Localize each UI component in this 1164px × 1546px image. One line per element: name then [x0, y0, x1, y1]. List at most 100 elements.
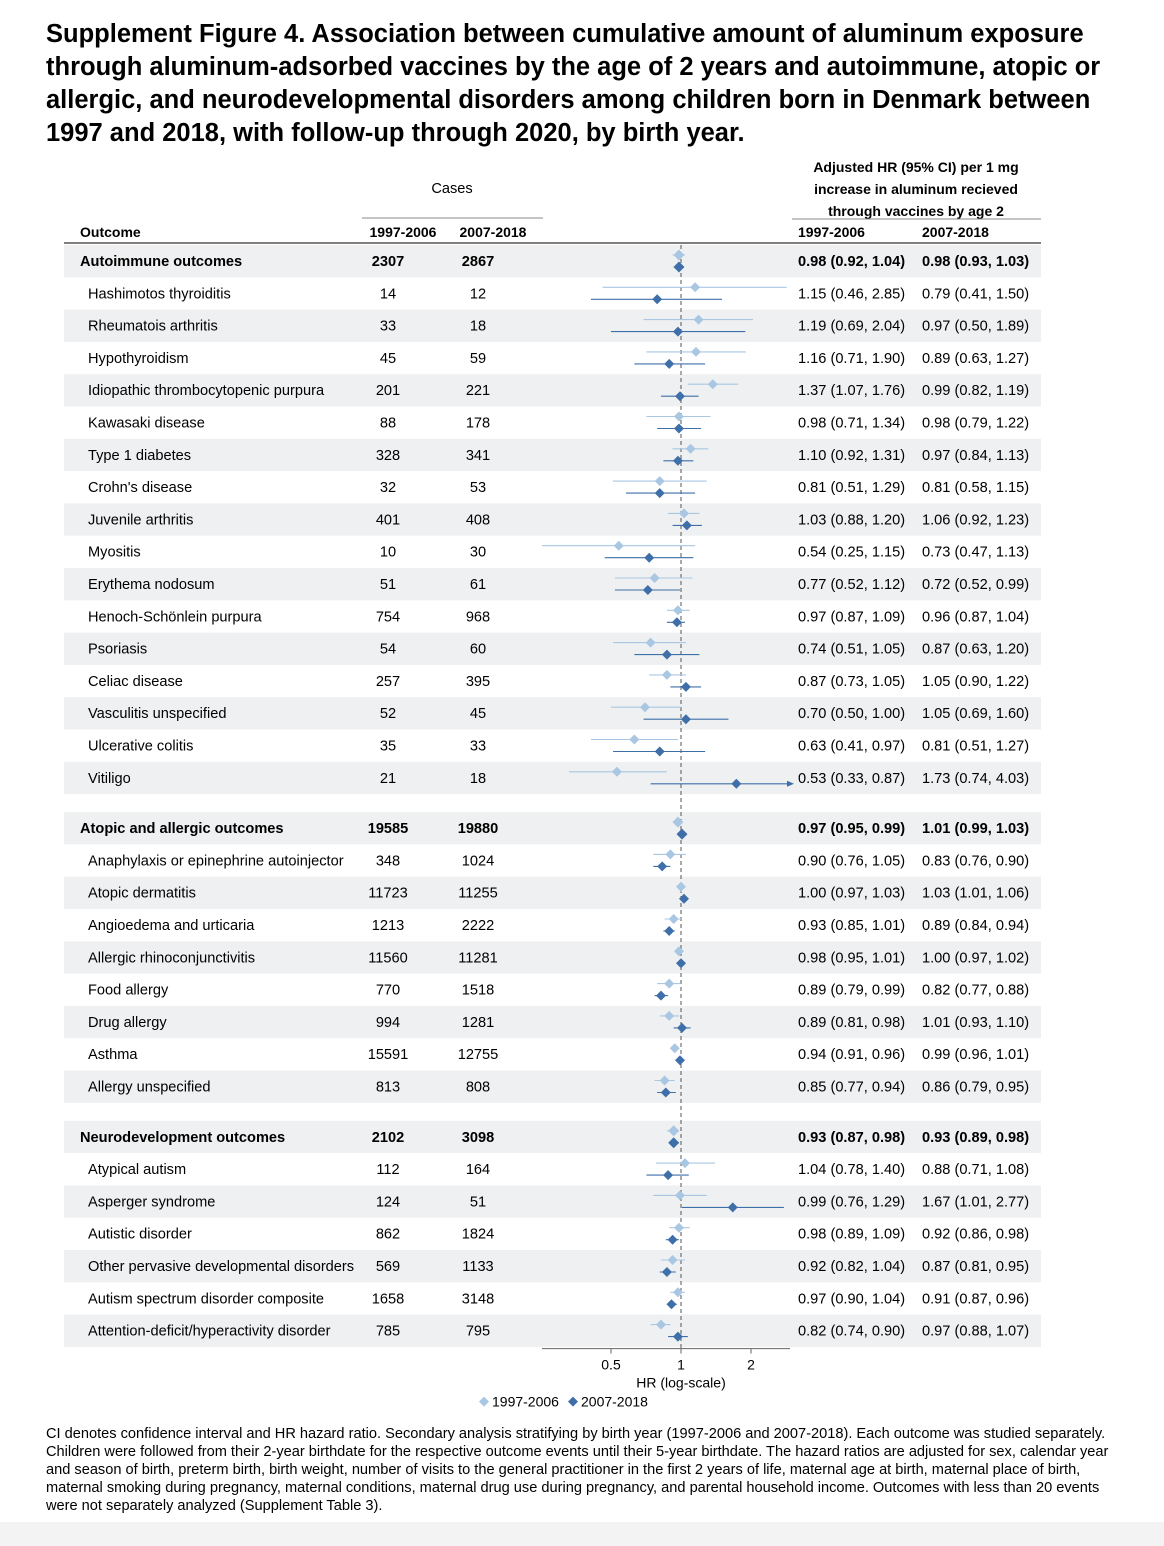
row-band: [64, 941, 1041, 974]
outcome-label: Type 1 diabetes: [88, 448, 191, 464]
hr-period-b-header: 2007-2018: [922, 224, 989, 240]
hr-point-2007-2018: [661, 1267, 672, 1277]
cases-2007-2018: 1133: [462, 1259, 493, 1275]
cases-2007-2018: 19880: [458, 821, 499, 837]
cases-period-b-header: 2007-2018: [460, 224, 527, 240]
hr-point-2007-2018: [668, 1137, 680, 1149]
hr-ci-2007-2018: 0.96 (0.87, 1.04): [922, 609, 1029, 625]
outcome-header: Outcome: [80, 224, 141, 240]
hr-ci-1997-2006: 0.93 (0.85, 1.01): [798, 918, 905, 934]
hr-ci-1997-2006: 1.10 (0.92, 1.31): [798, 448, 905, 464]
outcome-label: Idiopathic thrombocytopenic purpura: [88, 383, 325, 399]
cases-2007-2018: 51: [470, 1194, 486, 1210]
outcome-label: Asthma: [88, 1047, 138, 1063]
hr-point-1997-2006: [679, 1158, 690, 1169]
cases-2007-2018: 408: [466, 512, 490, 528]
hr-period-a-header: 1997-2006: [798, 224, 865, 240]
hr-point-1997-2006: [690, 346, 701, 357]
hr-ci-2007-2018: 0.91 (0.87, 0.96): [922, 1291, 1029, 1307]
hr-ci-2007-2018: 0.79 (0.41, 1.50): [922, 286, 1029, 302]
outcome-label: Psoriasis: [88, 642, 147, 658]
row-band: [64, 1185, 1041, 1218]
hr-point-2007-2018: [655, 990, 666, 1001]
hr-ci-1997-2006: 0.97 (0.87, 1.09): [798, 609, 905, 625]
cases-1997-2006: 19585: [368, 821, 409, 837]
hr-point-1997-2006: [655, 1319, 666, 1330]
hr-point-2007-2018: [644, 552, 655, 563]
hr-ci-2007-2018: 1.73 (0.74, 4.03): [922, 771, 1029, 787]
cases-2007-2018: 12755: [458, 1047, 499, 1063]
hr-ci-1997-2006: 0.98 (0.89, 1.09): [798, 1227, 905, 1243]
hr-ci-2007-2018: 0.99 (0.96, 1.01): [922, 1047, 1029, 1063]
hr-ci-1997-2006: 0.81 (0.51, 1.29): [798, 480, 905, 496]
hr-point-1997-2006: [672, 816, 684, 828]
hr-point-1997-2006: [659, 1075, 670, 1086]
cases-1997-2006: 348: [376, 853, 400, 869]
row-band: [64, 761, 1041, 795]
cases-1997-2006: 54: [380, 642, 396, 658]
hr-point-2007-2018: [680, 714, 691, 725]
hr-point-2007-2018: [642, 585, 653, 595]
figure-title: Supplement Figure 4. Association between…: [46, 20, 1101, 147]
hr-point-1997-2006: [664, 978, 675, 989]
group-row-band: [64, 245, 1041, 278]
hr-ci-2007-2018: 0.81 (0.58, 1.15): [922, 480, 1029, 496]
hr-point-2007-2018: [673, 423, 684, 434]
hr-ci-2007-2018: 0.89 (0.84, 0.94): [922, 918, 1029, 934]
group-label: Atopic and allergic outcomes: [80, 821, 284, 837]
hr-ci-2007-2018: 0.98 (0.93, 1.03): [922, 254, 1029, 270]
hr-ci-2007-2018: 0.89 (0.63, 1.27): [922, 351, 1029, 367]
hr-ci-1997-2006: 0.54 (0.25, 1.15): [798, 545, 905, 561]
outcome-label: Allergy unspecified: [88, 1080, 211, 1096]
hr-ci-2007-2018: 0.88 (0.71, 1.08): [922, 1162, 1029, 1178]
cases-1997-2006: 1213: [372, 918, 404, 934]
hr-point-1997-2006: [629, 734, 640, 745]
hr-ci-2007-2018: 0.86 (0.79, 0.95): [922, 1080, 1029, 1096]
row-band: [64, 1250, 1041, 1283]
outcome-label: Rheumatois arthritis: [88, 319, 218, 335]
hr-ci-1997-2006: 0.89 (0.81, 0.98): [798, 1015, 905, 1031]
hr-ci-1997-2006: 0.70 (0.50, 1.00): [798, 706, 905, 722]
cases-1997-2006: 569: [376, 1259, 400, 1275]
hr-point-2007-2018: [676, 828, 688, 840]
hr-ci-1997-2006: 0.98 (0.92, 1.04): [798, 254, 905, 270]
hr-ci-2007-2018: 1.67 (1.01, 2.77): [922, 1194, 1029, 1210]
hr-ci-1997-2006: 0.98 (0.95, 1.01): [798, 950, 905, 966]
hr-point-2007-2018: [727, 1202, 738, 1213]
outcome-label: Kawasaki disease: [88, 416, 205, 432]
outcome-label: Angioedema and urticaria: [88, 918, 255, 934]
hr-ci-1997-2006: 0.97 (0.95, 0.99): [798, 821, 905, 837]
hr-point-1997-2006: [639, 702, 650, 713]
hr-ci-1997-2006: 0.92 (0.82, 1.04): [798, 1259, 905, 1275]
hr-ci-1997-2006: 0.98 (0.71, 1.34): [798, 416, 905, 432]
hr-ci-2007-2018: 1.05 (0.90, 1.22): [922, 674, 1029, 690]
outcome-label: Myositis: [88, 545, 141, 561]
group-row-band: [64, 1120, 1041, 1154]
row-band: [64, 1314, 1041, 1347]
hr-ci-1997-2006: 0.99 (0.76, 1.29): [798, 1194, 905, 1210]
cases-1997-2006: 785: [376, 1324, 400, 1340]
row-band: [64, 1005, 1041, 1039]
hr-ci-1997-2006: 0.97 (0.90, 1.04): [798, 1291, 905, 1307]
cases-2007-2018: 164: [466, 1162, 490, 1178]
cases-2007-2018: 395: [466, 674, 490, 690]
cases-1997-2006: 11560: [368, 950, 408, 966]
group-row-band: [64, 812, 1041, 845]
legend-marker-2007-2018: [568, 1396, 578, 1407]
x-axis-label: HR (log-scale): [636, 1375, 725, 1391]
hr-point-2007-2018: [672, 455, 683, 466]
hr-ci-2007-2018: 0.87 (0.81, 0.95): [922, 1259, 1029, 1275]
hr-ci-1997-2006: 0.87 (0.73, 1.05): [798, 674, 905, 690]
hr-point-2007-2018: [654, 488, 665, 499]
legend-marker-1997-2006: [479, 1396, 489, 1407]
hr-ci-1997-2006: 1.03 (0.88, 1.20): [798, 512, 905, 528]
legend-label-2007-2018: 2007-2018: [581, 1394, 648, 1410]
hr-ci-2007-2018: 0.73 (0.47, 1.13): [922, 545, 1029, 561]
cases-2007-2018: 178: [466, 416, 490, 432]
hr-point-1997-2006: [672, 1287, 683, 1298]
cases-header: Cases: [431, 181, 472, 197]
hr-point-2007-2018: [664, 926, 675, 936]
cases-2007-2018: 1518: [462, 983, 494, 999]
outcome-label: Attention-deficit/hyperactivity disorder: [88, 1324, 331, 1340]
hr-ci-1997-2006: 1.37 (1.07, 1.76): [798, 383, 905, 399]
